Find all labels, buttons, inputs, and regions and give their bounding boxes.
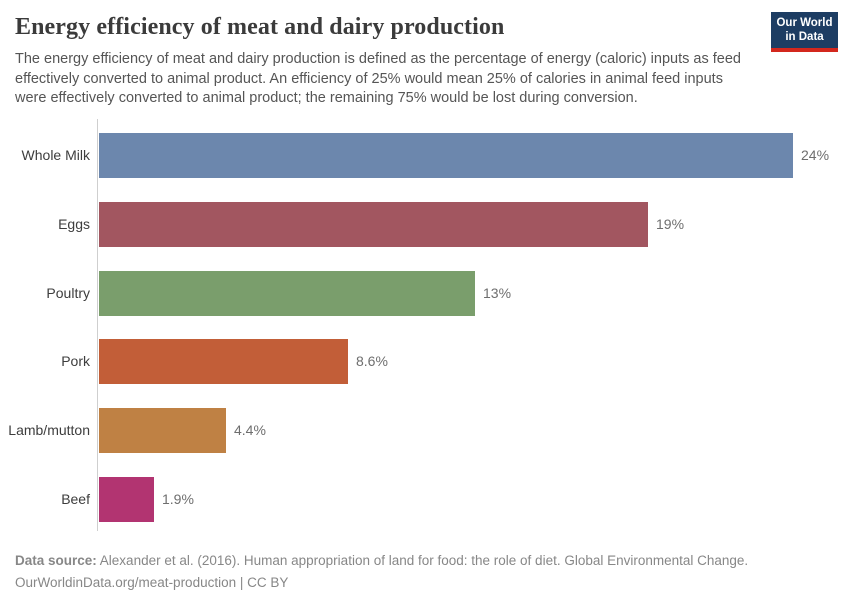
page-title: Energy efficiency of meat and dairy prod… <box>15 14 505 40</box>
value-label: 13% <box>483 285 512 301</box>
data-source-label: Data source: <box>15 553 97 568</box>
bar-row: Pork 8.6% <box>0 339 850 384</box>
bar-segment[interactable] <box>99 271 475 316</box>
value-label: 1.9% <box>162 491 194 507</box>
value-label: 4.4% <box>234 422 266 438</box>
bar-row: Whole Milk 24% <box>0 133 850 178</box>
bar-segment[interactable] <box>99 408 226 453</box>
category-label: Pork <box>61 353 90 369</box>
value-label: 24% <box>801 147 830 163</box>
data-source-line: Data source: Alexander et al. (2016). Hu… <box>15 550 835 572</box>
bar-segment[interactable] <box>99 477 154 522</box>
bar-row: Eggs 19% <box>0 202 850 247</box>
chart-footer: Data source: Alexander et al. (2016). Hu… <box>15 550 835 594</box>
category-label: Whole Milk <box>21 147 90 163</box>
data-source-citation: Alexander et al. (2016). Human appropria… <box>99 553 749 568</box>
bar-row: Lamb/mutton 4.4% <box>0 408 850 453</box>
chart-header: Energy efficiency of meat and dairy prod… <box>15 14 835 109</box>
bar-segment[interactable] <box>99 339 348 384</box>
bar-row: Beef 1.9% <box>0 477 850 522</box>
owid-logo-line1: Our World <box>776 17 833 29</box>
bar-row: Poultry 13% <box>0 271 850 316</box>
y-axis-line <box>97 119 98 531</box>
category-label: Eggs <box>58 216 90 232</box>
category-label: Poultry <box>46 285 90 301</box>
value-label: 8.6% <box>356 353 388 369</box>
chart-subtitle: The energy efficiency of meat and dairy … <box>15 51 741 106</box>
footer-license: CC BY <box>247 575 289 590</box>
bar-segment[interactable] <box>99 133 793 178</box>
owid-logo-line2: in Data <box>785 31 824 43</box>
owid-logo: Our World in Data <box>771 12 838 52</box>
value-label: 19% <box>656 216 685 232</box>
attribution-line: OurWorldinData.org/meat-production | CC … <box>15 572 835 594</box>
footer-separator: | <box>236 575 248 590</box>
bar-segment[interactable] <box>99 202 648 247</box>
footer-link: OurWorldinData.org/meat-production <box>15 575 237 590</box>
category-label: Beef <box>61 491 90 507</box>
category-label: Lamb/mutton <box>8 422 90 438</box>
bar-chart: Whole Milk 24% Eggs 19% Poultry 13% Pork 8.6% La… <box>0 119 850 531</box>
